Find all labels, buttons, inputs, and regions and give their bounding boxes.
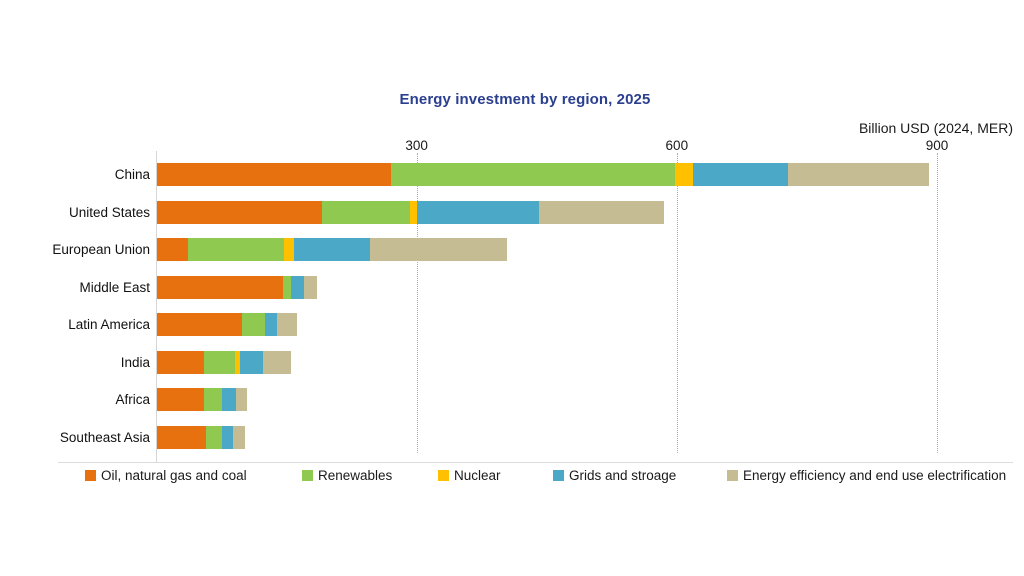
segment-middle-east-renewables (282, 275, 292, 299)
region-label-india: India (120, 354, 150, 370)
segment-india-nuclear (235, 350, 241, 374)
segment-africa-grids-and-stroage (222, 388, 236, 412)
gridline-900 (936, 153, 938, 453)
segment-latin-america-energy-efficiency-and-end-use-electrification (276, 313, 297, 337)
legend-swatch-oil-natural-gas-and-coal (85, 469, 96, 481)
segment-china-grids-and-stroage (692, 163, 789, 186)
segment-middle-east-grids-and-stroage (291, 275, 305, 299)
legend-label-energy-efficiency-and-end-use-electrification: Energy efficiency and end use electrific… (743, 467, 1007, 483)
region-label-european-union: European Union (52, 242, 150, 258)
segment-southeast-asia-renewables (205, 425, 223, 449)
region-label-middle-east: Middle East (79, 279, 150, 295)
legend-swatch-renewables (302, 469, 313, 481)
segment-india-grids-and-stroage (240, 350, 263, 374)
segment-united-states-energy-efficiency-and-end-use-electrification (538, 200, 665, 224)
legend-label-grids-and-stroage: Grids and stroage (569, 467, 677, 483)
axis-unit-label: Billion USD (2024, MER) (858, 120, 1013, 136)
segment-middle-east-oil-natural-gas-and-coal (157, 275, 283, 299)
bar-southeast-asia (157, 425, 246, 449)
legend-item-nuclear: Nuclear (438, 466, 501, 484)
bar-africa (157, 388, 248, 412)
segment-european-union-grids-and-stroage (294, 238, 371, 262)
segment-latin-america-renewables (241, 313, 265, 337)
segment-latin-america-oil-natural-gas-and-coal (157, 313, 242, 337)
gridline-600 (676, 153, 678, 453)
legend-swatch-energy-efficiency-and-end-use-electrification (727, 469, 738, 481)
segment-latin-america-grids-and-stroage (264, 313, 277, 337)
bar-latin-america (157, 313, 297, 337)
segment-southeast-asia-energy-efficiency-and-end-use-electrification (233, 425, 246, 449)
legend-item-renewables: Renewables (302, 466, 392, 484)
segment-india-oil-natural-gas-and-coal (157, 350, 204, 374)
segment-european-union-energy-efficiency-and-end-use-electrification (370, 238, 508, 262)
segment-united-states-nuclear (410, 200, 418, 224)
legend-label-renewables: Renewables (318, 467, 393, 483)
region-label-africa: Africa (115, 392, 150, 408)
bar-european-union (157, 238, 508, 262)
region-label-china: China (114, 167, 150, 182)
segment-united-states-grids-and-stroage (417, 200, 539, 224)
tick-label-300: 300 (405, 138, 428, 153)
segment-china-renewables (391, 163, 675, 186)
legend-item-energy-efficiency-and-end-use-electrification: Energy efficiency and end use electrific… (727, 466, 1006, 484)
segment-africa-energy-efficiency-and-end-use-electrification (235, 388, 248, 412)
segment-european-union-nuclear (283, 238, 295, 262)
segment-united-states-renewables (321, 200, 411, 224)
tick-label-900: 900 (925, 138, 949, 153)
y-axis-line (156, 151, 157, 462)
segment-china-nuclear (674, 163, 693, 186)
legend-item-oil-natural-gas-and-coal: Oil, natural gas and coal (85, 466, 247, 484)
gridline-300 (416, 153, 418, 453)
segment-africa-oil-natural-gas-and-coal (157, 388, 204, 412)
segment-india-energy-efficiency-and-end-use-electrification (262, 350, 291, 374)
legend-label-oil-natural-gas-and-coal: Oil, natural gas and coal (101, 467, 247, 483)
segment-southeast-asia-oil-natural-gas-and-coal (157, 425, 206, 449)
segment-european-union-renewables (188, 238, 284, 262)
x-axis-line (58, 462, 1013, 463)
legend-label-nuclear: Nuclear (454, 467, 501, 483)
legend-swatch-nuclear (438, 469, 449, 481)
bar-united-states (157, 200, 665, 224)
region-label-southeast-asia: Southeast Asia (59, 429, 150, 445)
legend-swatch-grids-and-stroage (553, 469, 564, 481)
chart-title: Energy investment by region, 2025 (399, 91, 651, 108)
segment-china-oil-natural-gas-and-coal (157, 163, 392, 186)
segment-southeast-asia-grids-and-stroage (222, 425, 234, 449)
segment-united-states-oil-natural-gas-and-coal (157, 200, 322, 224)
bar-china (157, 163, 929, 186)
bar-middle-east (157, 275, 317, 299)
segment-india-renewables (203, 350, 236, 374)
region-label-united-states: United States (68, 204, 150, 220)
tick-label-600: 600 (665, 138, 689, 153)
bar-india (157, 350, 291, 374)
segment-china-energy-efficiency-and-end-use-electrification (788, 163, 929, 186)
legend-item-grids-and-stroage: Grids and stroage (553, 466, 676, 484)
segment-africa-renewables (203, 388, 223, 412)
segment-european-union-oil-natural-gas-and-coal (157, 238, 189, 262)
segment-middle-east-energy-efficiency-and-end-use-electrification (304, 275, 317, 299)
region-label-latin-america: Latin America (68, 317, 150, 333)
